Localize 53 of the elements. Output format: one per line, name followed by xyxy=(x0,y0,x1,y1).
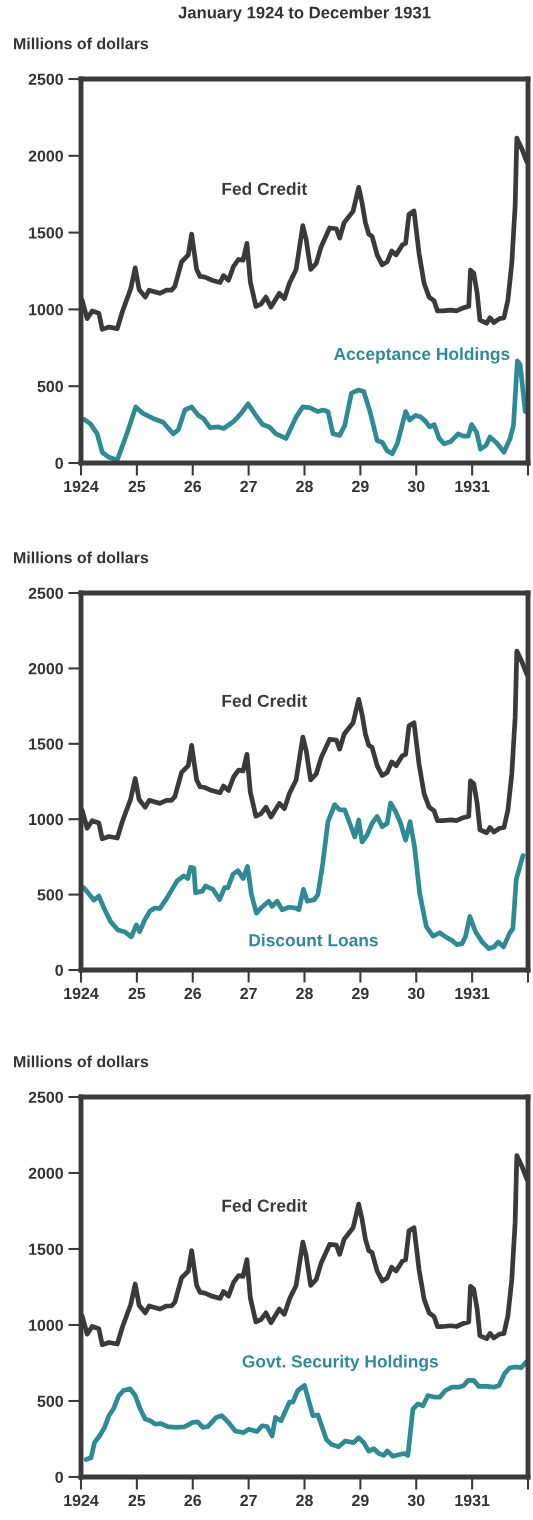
x-tick-label: 28 xyxy=(296,987,313,1000)
y-tick-label: 1000 xyxy=(29,813,63,826)
series-label: Acceptance Holdings xyxy=(334,347,510,364)
x-tick-label: 27 xyxy=(240,987,257,999)
series-label: Discount Loans xyxy=(249,933,378,947)
x-tick-label: 29 xyxy=(352,1494,369,1507)
x-tick-label: 29 xyxy=(352,480,369,493)
x-tick-label: 1924 xyxy=(64,480,99,493)
y-axis-title: Millions of dollars xyxy=(14,1055,149,1068)
x-tick-label: 25 xyxy=(128,987,146,1000)
x-tick-label: 28 xyxy=(296,1494,313,1507)
x-tick-label: 25 xyxy=(128,480,146,493)
series-label: Fed Credit xyxy=(222,694,307,707)
x-tick-label: 26 xyxy=(184,1494,202,1507)
x-tick-label: 1924 xyxy=(64,987,99,1000)
y-tick-label: 2500 xyxy=(28,1091,63,1103)
series-label: Fed Credit xyxy=(222,182,307,196)
y-tick-label: 500 xyxy=(37,889,63,901)
y-tick-label: 2500 xyxy=(28,73,63,85)
y-tick-label: 2000 xyxy=(28,1167,63,1179)
line-series xyxy=(81,800,526,951)
x-tick-label: 27 xyxy=(240,1494,257,1506)
series-label: Govt. Security Holdings xyxy=(242,1354,438,1372)
y-tick-label: 1500 xyxy=(29,738,63,750)
y-tick-label: 0 xyxy=(55,1471,63,1483)
x-tick-label: 29 xyxy=(352,987,369,1000)
x-tick-label: 1931 xyxy=(455,1494,490,1507)
x-tick-label: 26 xyxy=(184,480,202,493)
x-tick-label: 1931 xyxy=(455,987,490,1000)
y-tick-label: 1000 xyxy=(29,304,63,316)
y-tick-label: 2000 xyxy=(28,663,63,675)
x-tick-label: 1931 xyxy=(455,480,490,493)
y-tick-label: 1000 xyxy=(29,1319,63,1331)
series-label: Fed Credit xyxy=(222,1199,307,1212)
y-tick-label: 1500 xyxy=(29,1243,63,1255)
x-tick-label: 28 xyxy=(296,480,313,493)
y-tick-label: 1500 xyxy=(29,227,63,239)
y-axis-title: Millions of dollars xyxy=(14,551,149,564)
x-tick-label: 30 xyxy=(407,480,425,493)
x-tick-label: 1924 xyxy=(64,1494,99,1507)
x-tick-label: 26 xyxy=(184,987,202,1000)
y-tick-label: 0 xyxy=(55,457,63,469)
x-tick-label: 30 xyxy=(407,1494,425,1507)
y-tick-label: 0 xyxy=(55,964,63,976)
x-tick-label: 30 xyxy=(407,987,425,1000)
y-tick-label: 2500 xyxy=(28,587,63,599)
x-tick-label: 27 xyxy=(240,480,257,492)
y-tick-label: 2000 xyxy=(28,150,63,162)
y-tick-label: 500 xyxy=(37,1395,63,1407)
x-tick-label: 25 xyxy=(128,1494,146,1507)
y-axis-title: Millions of dollars xyxy=(14,37,149,50)
chart-title: January 1924 to December 1931 xyxy=(178,6,431,22)
y-tick-label: 500 xyxy=(37,380,63,393)
